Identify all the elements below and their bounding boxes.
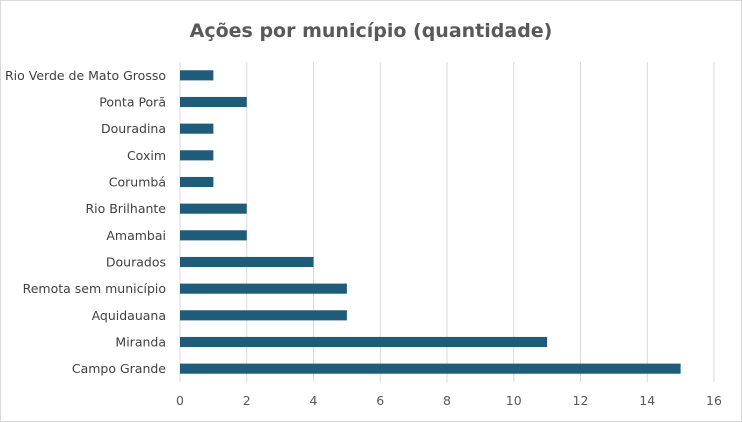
bar xyxy=(180,283,347,294)
x-tick-label: 0 xyxy=(176,393,184,408)
category-label: Corumbá xyxy=(109,175,166,190)
bar xyxy=(180,256,314,268)
x-tick-label: 6 xyxy=(376,393,384,408)
category-label: Amambai xyxy=(106,228,166,243)
category-label: Rio Verde de Mato Grosso xyxy=(5,68,166,83)
bar xyxy=(180,363,681,374)
x-tick-label: 10 xyxy=(506,393,522,408)
x-tick-label: 14 xyxy=(639,393,655,408)
bar xyxy=(180,336,548,348)
category-label: Remota sem município xyxy=(23,281,166,296)
bar xyxy=(180,230,247,241)
x-tick-label: 16 xyxy=(706,393,722,408)
category-label: Campo Grande xyxy=(72,361,166,376)
category-labels: Rio Verde de Mato Grosso Ponta Porã Dourad… xyxy=(5,68,166,376)
bar xyxy=(180,203,247,214)
gridlines xyxy=(179,62,715,382)
bar xyxy=(180,96,247,108)
x-tick-label: 12 xyxy=(573,393,589,408)
category-label: Douradina xyxy=(101,121,166,136)
bar xyxy=(180,150,214,161)
bar xyxy=(180,70,214,81)
bar xyxy=(180,176,214,188)
bar xyxy=(180,310,347,321)
category-label: Aquidauana xyxy=(92,308,166,323)
category-label: Dourados xyxy=(106,255,166,270)
category-label: Miranda xyxy=(115,335,166,350)
bars xyxy=(180,70,681,374)
chart-title: Ações por município (quantidade) xyxy=(190,20,553,42)
category-label: Rio Brilhante xyxy=(85,201,166,216)
category-label: Ponta Porã xyxy=(99,95,166,110)
x-tick-label: 8 xyxy=(443,393,451,408)
category-label: Coxim xyxy=(127,148,166,163)
bar xyxy=(180,123,214,134)
x-tick-labels: 0 2 4 6 8 10 12 14 16 xyxy=(176,393,722,408)
x-tick-label: 2 xyxy=(243,393,251,408)
x-tick-label: 4 xyxy=(310,393,318,408)
